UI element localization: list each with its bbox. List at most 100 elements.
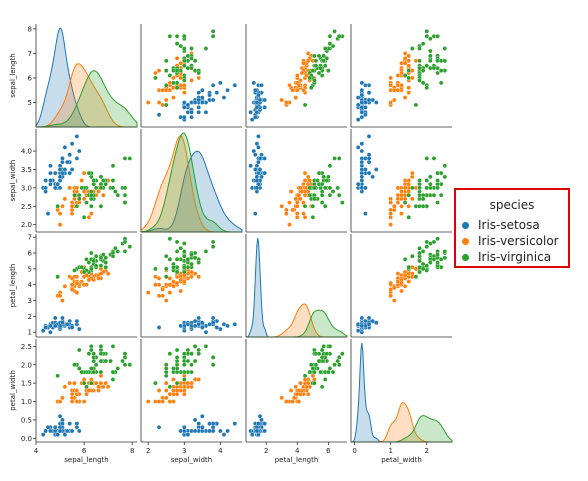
point-iris-virginica-45 — [98, 185, 104, 191]
point-iris-setosa-45 — [363, 105, 368, 110]
point-iris-versicolor-9 — [62, 196, 68, 202]
panel-petal_length-vs-petal_length — [245, 234, 348, 338]
point-iris-virginica-30 — [327, 366, 333, 371]
y-tick-label: 2 — [28, 313, 32, 321]
point-iris-virginica-44 — [192, 344, 198, 349]
point-iris-virginica-26 — [307, 192, 312, 198]
panel-petal_width-vs-sepal_length — [35, 339, 137, 443]
y-tick-label: 2.5 — [21, 203, 32, 211]
point-iris-virginica-34 — [319, 73, 325, 78]
point-iris-virginica-6 — [413, 102, 419, 108]
point-iris-setosa-37 — [185, 102, 191, 108]
point-iris-versicolor-49 — [296, 192, 302, 198]
point-iris-setosa-46 — [60, 156, 65, 161]
x-tick-label: 2 — [146, 447, 150, 455]
point-iris-setosa-45 — [363, 185, 368, 191]
point-iris-virginica-49 — [312, 185, 317, 191]
point-iris-virginica-31 — [424, 29, 430, 34]
point-iris-versicolor-40 — [69, 276, 75, 281]
point-iris-setosa-31 — [366, 170, 372, 176]
legend-marker-setosa — [462, 221, 469, 229]
point-iris-virginica-22 — [336, 362, 342, 368]
point-iris-virginica-19 — [81, 380, 87, 386]
x-tick-label: 0 — [352, 447, 356, 455]
point-iris-virginica-24 — [98, 358, 104, 364]
point-iris-versicolor-23 — [84, 391, 89, 397]
point-iris-setosa-18 — [74, 318, 80, 324]
point-iris-virginica-35 — [122, 185, 128, 191]
point-iris-setosa-49 — [57, 428, 63, 434]
point-iris-virginica-48 — [316, 70, 322, 76]
point-iris-virginica-13 — [163, 83, 169, 88]
point-iris-setosa-15 — [256, 134, 261, 139]
point-iris-versicolor-39 — [295, 87, 300, 93]
point-iris-versicolor-48 — [60, 203, 65, 209]
point-iris-versicolor-43 — [388, 293, 393, 299]
point-iris-versicolor-34 — [182, 90, 187, 95]
point-iris-virginica-49 — [417, 78, 422, 83]
point-iris-setosa-46 — [60, 320, 65, 326]
point-iris-setosa-22 — [203, 110, 209, 115]
point-iris-virginica-18 — [435, 236, 440, 242]
point-iris-versicolor-14 — [288, 388, 294, 393]
y-tick-label: 5 — [28, 99, 32, 107]
point-iris-virginica-47 — [93, 185, 99, 191]
point-iris-virginica-21 — [72, 268, 77, 273]
point-iris-virginica-25 — [417, 46, 422, 51]
point-iris-versicolor-31 — [388, 287, 393, 292]
point-iris-virginica-21 — [424, 85, 430, 91]
point-iris-setosa-43 — [200, 320, 205, 326]
point-iris-versicolor-12 — [153, 282, 158, 287]
point-iris-versicolor-25 — [96, 384, 101, 390]
point-iris-setosa-18 — [74, 156, 80, 161]
point-iris-virginica-31 — [332, 29, 337, 34]
point-iris-setosa-47 — [48, 323, 53, 329]
point-iris-versicolor-43 — [156, 293, 162, 299]
point-iris-versicolor-49 — [174, 388, 180, 393]
point-iris-virginica-6 — [413, 274, 419, 280]
point-iris-virginica-47 — [424, 263, 430, 268]
point-iris-virginica-42 — [171, 265, 176, 270]
y-axis-label: petal_width — [9, 370, 17, 411]
point-iris-virginica-48 — [86, 170, 92, 176]
point-iris-virginica-5 — [335, 185, 340, 191]
point-iris-versicolor-43 — [284, 399, 289, 404]
point-iris-virginica-18 — [340, 351, 345, 356]
point-iris-versicolor-9 — [402, 95, 408, 100]
point-iris-setosa-36 — [69, 167, 75, 172]
point-iris-versicolor-17 — [296, 399, 302, 404]
point-iris-setosa-49 — [359, 100, 365, 105]
point-iris-virginica-19 — [406, 75, 411, 81]
point-iris-virginica-8 — [163, 58, 169, 64]
point-iris-setosa-14 — [218, 428, 223, 434]
point-iris-virginica-29 — [110, 253, 116, 259]
point-iris-versicolor-35 — [196, 274, 201, 280]
point-iris-versicolor-31 — [160, 287, 165, 292]
point-iris-setosa-48 — [256, 92, 261, 98]
point-iris-virginica-7 — [330, 189, 336, 194]
point-iris-virginica-45 — [98, 351, 104, 356]
point-iris-versicolor-40 — [301, 87, 306, 93]
point-iris-setosa-49 — [192, 323, 198, 329]
point-iris-virginica-20 — [103, 255, 109, 261]
point-iris-setosa-43 — [257, 413, 263, 419]
point-iris-virginica-18 — [435, 200, 440, 205]
point-iris-virginica-18 — [122, 200, 128, 205]
x-tick-label: 6 — [82, 447, 87, 455]
point-iris-virginica-9 — [327, 163, 333, 169]
point-iris-virginica-39 — [103, 358, 109, 364]
point-iris-virginica-44 — [321, 58, 326, 64]
point-iris-versicolor-33 — [410, 196, 415, 202]
point-iris-virginica-45 — [182, 58, 187, 64]
legend-label-setosa: Iris-setosa — [478, 218, 540, 232]
y-tick-label: 8 — [28, 25, 32, 33]
point-iris-virginica-45 — [313, 58, 319, 64]
point-iris-virginica-41 — [312, 53, 317, 59]
point-iris-virginica-34 — [402, 257, 408, 262]
point-iris-setosa-24 — [262, 170, 267, 176]
point-iris-setosa-47 — [48, 178, 53, 183]
point-iris-setosa-49 — [192, 428, 198, 434]
point-iris-setosa-32 — [355, 145, 361, 150]
point-iris-virginica-44 — [192, 255, 198, 261]
point-iris-virginica-38 — [182, 269, 187, 275]
